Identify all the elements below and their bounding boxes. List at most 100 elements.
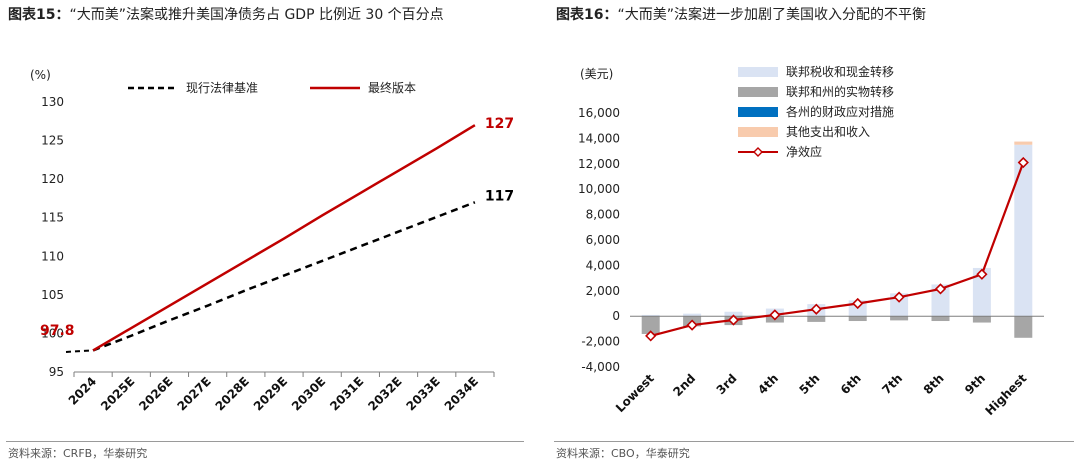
left-x-tick-label: 2025E <box>98 374 137 413</box>
right-net-effect-marker <box>852 297 864 310</box>
right-footer-divider <box>554 441 1074 442</box>
right-net-effect-line <box>650 162 1025 337</box>
left-x-tick-label: 2029E <box>251 374 290 413</box>
right-source-note: 资料来源：CBO，华泰研究 <box>556 447 690 460</box>
right-y-unit-label: (美元) <box>580 67 613 81</box>
right-x-tick-label: 7th <box>879 371 905 397</box>
right-net-effect-marker <box>810 303 822 315</box>
right-net-effect-marker <box>645 330 657 342</box>
left-x-tick-label: 2034E <box>442 374 481 413</box>
right-bar-chart: (美元) -4,000 -2,000 0 2,000 4,000 6,000 8,000 10,… <box>578 64 1044 418</box>
right-x-tick-label: Lowest <box>613 371 657 415</box>
left-series-line <box>92 124 476 352</box>
right-y-tick-label: -2,000 <box>581 335 620 349</box>
left-x-tick-label: 2031E <box>327 374 366 413</box>
right-net-effect-marker <box>686 319 698 331</box>
left-annotation-baseline: 117 <box>485 188 514 204</box>
right-bar-segment <box>683 313 702 317</box>
left-chart-title: 图表15：“大而美”法案或推升美国净债务占 GDP 比例近 30 个百分点 <box>8 4 526 26</box>
left-legend-label: 现行法律基准 <box>186 81 258 95</box>
left-annotation-final: 127 <box>485 116 514 132</box>
right-x-tick-label: 9th <box>962 371 988 397</box>
right-bar-segment <box>931 284 950 317</box>
left-chart-panel: 图表15：“大而美”法案或推升美国净债务占 GDP 比例近 30 个百分点 (%… <box>0 0 530 465</box>
left-y-unit-label: (%) <box>30 68 51 82</box>
left-y-tick-label: 105 <box>41 288 64 302</box>
left-source-note: 资料来源：CRFB，华泰研究 <box>8 447 148 460</box>
right-legend-swatch <box>738 127 778 137</box>
left-legend-label: 最终版本 <box>368 80 416 95</box>
right-legend-label: 各州的财政应对措施 <box>786 104 894 119</box>
right-net-effect-marker <box>893 291 905 303</box>
left-x-tick-label: 2030E <box>289 374 328 413</box>
right-net-effect-marker <box>727 314 740 326</box>
right-x-tick-label: 4th <box>755 371 781 397</box>
left-x-tick-label: 2032E <box>365 374 404 413</box>
left-x-tick-label: 2026E <box>136 374 175 413</box>
left-footer-divider <box>6 441 524 442</box>
right-legend-marker <box>753 147 763 157</box>
left-series-line <box>92 201 476 352</box>
right-x-tick-label: 6th <box>838 371 864 397</box>
right-bar-segment <box>848 316 867 322</box>
left-chart-title-prefix: 图表15： <box>8 7 70 23</box>
right-x-tick-label: Highest <box>983 371 1030 418</box>
right-bar-segment <box>890 293 909 317</box>
right-bar-segment <box>1014 144 1033 317</box>
left-x-tick-label: 2024 <box>66 374 100 408</box>
right-bar-segment <box>641 314 660 317</box>
right-legend-label: 其他支出和收入 <box>786 125 870 139</box>
right-y-tick-label: 6,000 <box>586 233 620 247</box>
right-chart-panel: 图表16：“大而美”法案进一步加剧了美国收入分配的不平衡 (美元) -4,000 -… <box>548 0 1080 465</box>
right-y-tick-label: -4,000 <box>581 360 620 374</box>
left-x-tick-label: 2027E <box>174 374 213 413</box>
right-x-tick-label: 8th <box>921 371 947 397</box>
right-legend-swatch <box>738 67 778 77</box>
right-chart-title-text: “大而美”法案进一步加剧了美国收入分配的不平衡 <box>617 7 926 23</box>
right-bar-segment <box>1014 141 1033 145</box>
right-net-effect-marker <box>769 309 781 321</box>
right-legend-swatch <box>738 87 778 97</box>
right-y-tick-label: 0 <box>612 309 620 323</box>
left-annotation-start: 97.8 <box>40 323 75 339</box>
left-line-chart: (%) 95 100 105 110 115 120 125 130 20242025E2026E… <box>30 68 514 414</box>
right-net-effect-marker <box>1017 156 1029 169</box>
right-chart-title-prefix: 图表16： <box>556 7 618 23</box>
left-chart-title-text: “大而美”法案或推升美国净债务占 GDP 比例近 30 个百分点 <box>69 7 444 23</box>
right-net-effect-marker <box>976 268 988 280</box>
right-bar-segment <box>890 316 909 321</box>
left-y-tick-label: 125 <box>41 134 64 148</box>
right-x-tick-label: 5th <box>797 371 823 397</box>
left-x-tick-label: 2028E <box>213 374 252 413</box>
left-y-tick-label: 100 <box>41 326 64 340</box>
left-y-tick-label: 120 <box>41 172 64 186</box>
right-y-tick-label: 4,000 <box>586 258 620 272</box>
right-legend-label: 净效应 <box>786 144 822 159</box>
left-x-tick-label: 2033E <box>404 374 443 413</box>
right-legend-swatch <box>738 107 778 117</box>
right-y-tick-label: 16,000 <box>578 106 620 120</box>
right-bar-segment <box>931 316 950 322</box>
right-net-effect-marker <box>934 283 947 295</box>
left-y-tick-label: 110 <box>41 249 64 263</box>
left-y-tick-label: 130 <box>41 95 64 109</box>
left-y-tick-label: 115 <box>41 211 64 225</box>
right-x-tick-label: 2nd <box>670 371 698 399</box>
right-y-tick-label: 12,000 <box>578 157 620 171</box>
right-bar-segment <box>1014 316 1033 338</box>
right-y-tick-label: 14,000 <box>578 131 620 145</box>
right-y-tick-label: 2,000 <box>586 284 620 298</box>
right-bar-segment <box>641 316 660 334</box>
right-y-tick-label: 10,000 <box>578 182 620 196</box>
left-y-tick-label: 95 <box>49 365 64 379</box>
right-bar-segment <box>972 267 991 317</box>
right-bar-segment <box>807 316 826 322</box>
right-chart-title: 图表16：“大而美”法案进一步加剧了美国收入分配的不平衡 <box>556 4 1074 26</box>
right-legend-label: 联邦和州的实物转移 <box>786 84 894 99</box>
right-x-tick-label: 3rd <box>714 371 740 397</box>
right-bar-segment <box>724 311 743 317</box>
right-legend-label: 联邦税收和现金转移 <box>786 64 894 79</box>
left-baseline-stub <box>65 349 94 353</box>
right-y-tick-label: 8,000 <box>586 208 620 222</box>
right-bar-segment <box>972 316 991 323</box>
